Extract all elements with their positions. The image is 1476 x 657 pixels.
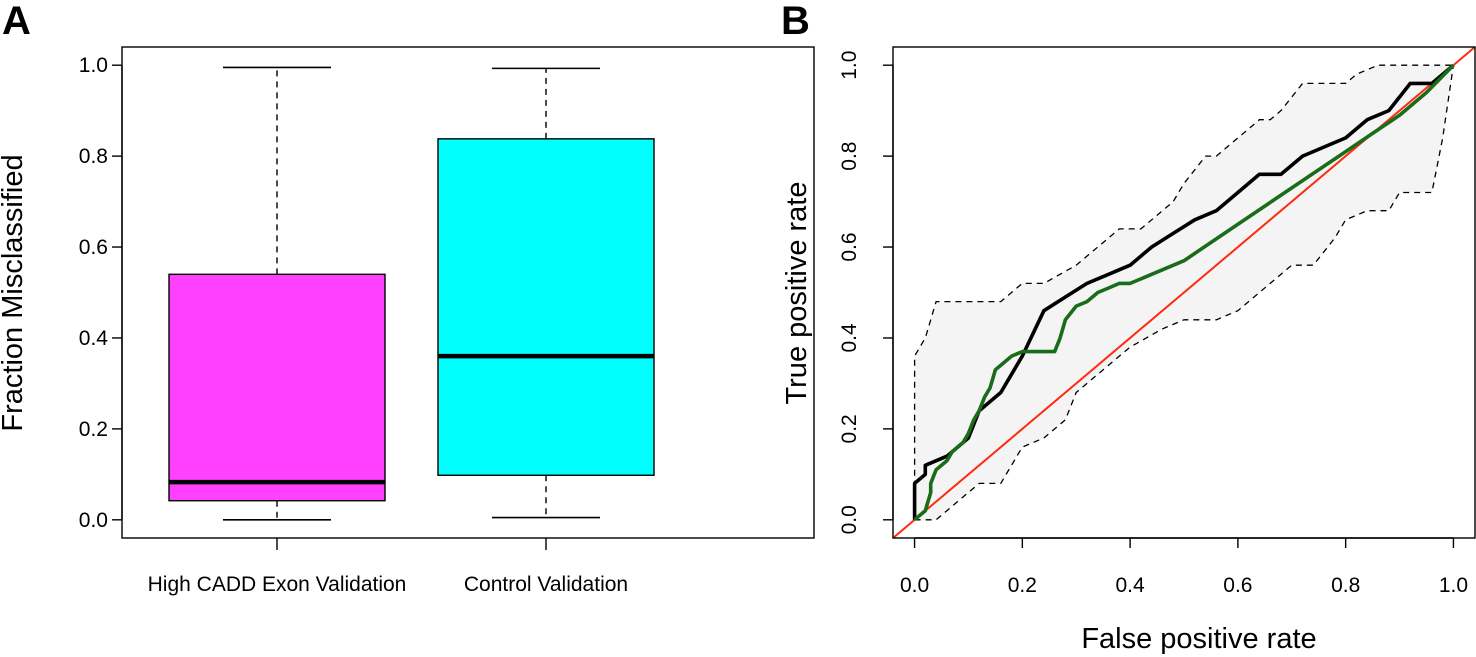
roc-y-tick-label: 0.4 [838, 323, 861, 353]
roc-x-tick-label: 0.4 [1116, 574, 1146, 597]
boxplot-box [168, 273, 386, 502]
boxplot-y-tick-label: 0.4 [79, 327, 109, 350]
panel-a-letter: A [2, 0, 31, 43]
roc-panel: 0.0 0.2 0.4 0.6 0.8 1.0 0.0 0.2 0.4 0.6 0.8 1.0 Fal… [781, 46, 1476, 655]
roc-lower-bound-line [914, 65, 1455, 521]
roc-x-tick-label: 1.0 [1439, 574, 1468, 597]
boxplot-y-tick-label: 0.6 [79, 236, 108, 259]
boxplot-box [437, 138, 655, 476]
roc-x-tick-label: 0.6 [1223, 574, 1252, 597]
boxplot-y-tick-label: 0.0 [79, 509, 108, 532]
boxplot-boxes [168, 66, 655, 521]
roc-axes: 0.0 0.2 0.4 0.6 0.8 1.0 0.0 0.2 0.4 0.6 0.8 1.0 [838, 51, 1468, 597]
roc-plot-area [893, 47, 1475, 538]
roc-diagonal-reference-line [893, 47, 1475, 538]
roc-x-tick-label: 0.8 [1331, 574, 1360, 597]
boxplot-y-axis-title: Fraction Misclassified [0, 154, 29, 431]
boxplot-y-tick-label: 0.2 [79, 418, 108, 441]
roc-y-tick-label: 0.8 [838, 142, 861, 171]
roc-y-axis-title: True positive rate [781, 182, 813, 405]
boxplot-y-axis: 0.0 0.2 0.4 0.6 0.8 1.0 [79, 54, 123, 532]
roc-y-tick-label: 0.0 [838, 505, 861, 534]
boxplot-y-tick-label: 0.8 [79, 145, 108, 168]
roc-y-tick-label: 0.6 [838, 232, 861, 261]
boxplot-panel: 0.0 0.2 0.4 0.6 0.8 1.0 High CADD Exon Valida… [0, 46, 815, 596]
roc-x-tick-label: 0.0 [900, 574, 929, 597]
roc-average-curve-line [913, 63, 1455, 522]
roc-x-axis-title: False positive rate [1081, 623, 1316, 655]
roc-x-tick-label: 0.2 [1008, 574, 1037, 597]
roc-y-tick-label: 1.0 [838, 51, 861, 80]
panel-b-letter: B [781, 0, 810, 43]
roc-y-tick-label: 0.2 [838, 414, 861, 443]
boxplot-category-label: Control Validation [464, 573, 628, 596]
boxplot-category-labels: High CADD Exon Validation Control Validat… [148, 538, 628, 596]
roc-upper-bound-line [913, 64, 1454, 520]
boxplot-y-tick-label: 1.0 [79, 54, 108, 77]
boxplot-category-label: High CADD Exon Validation [148, 573, 407, 596]
